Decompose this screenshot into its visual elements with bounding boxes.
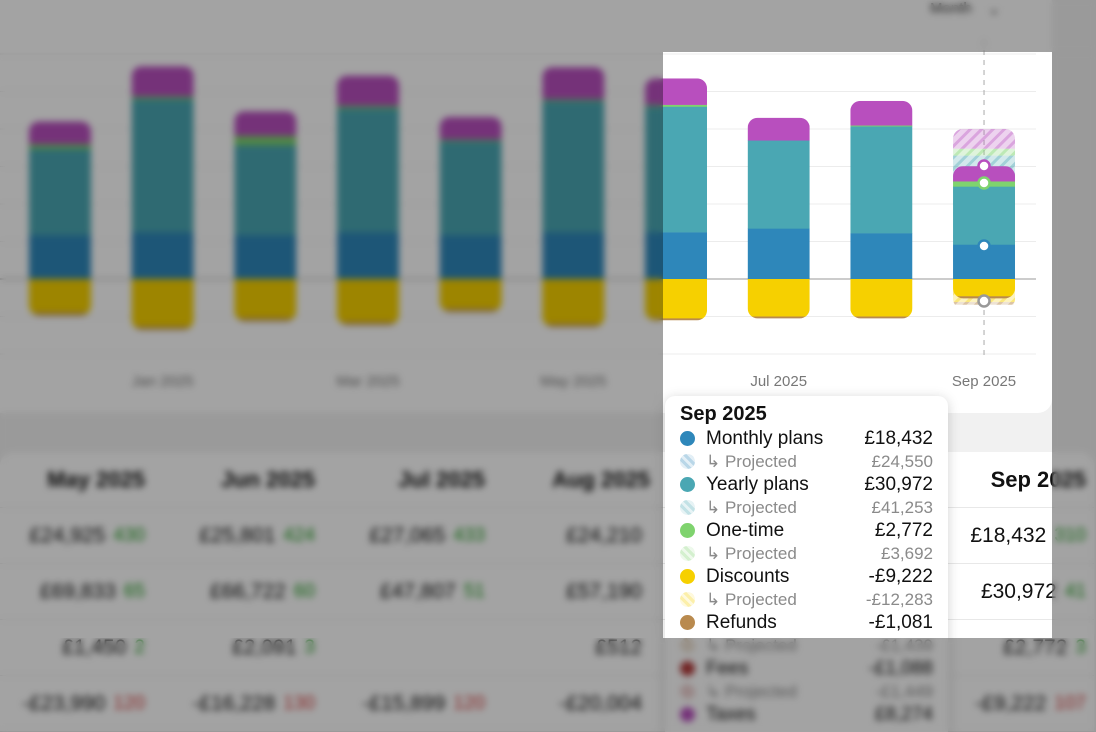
x-tick-label: Sep 2025 <box>952 373 1016 390</box>
legend-dot-icon <box>680 523 695 538</box>
bar-segment-taxes[interactable] <box>747 117 810 141</box>
series-value: £2,772 <box>874 520 933 541</box>
hover-point <box>977 294 991 308</box>
bar-segment-discounts[interactable] <box>953 279 1016 297</box>
dim-overlay-top <box>0 0 1096 52</box>
series-label: Refunds <box>706 612 777 633</box>
tooltip-projected-row: ↳ Projected £41,253 <box>680 496 933 519</box>
projected-segment-onetime[interactable] <box>953 148 1016 156</box>
bar-segment-discounts[interactable] <box>747 279 810 317</box>
bar-segment-refunds[interactable] <box>850 316 913 319</box>
dim-overlay-left <box>0 52 663 638</box>
bar-segment-taxes[interactable] <box>953 166 1016 182</box>
projected-value: £24,550 <box>871 452 933 471</box>
tooltip-row-yearly: Yearly plans £30,972 <box>680 473 933 496</box>
series-value: £18,432 <box>864 428 933 449</box>
cell-value: £30,972 <box>980 580 1057 603</box>
series-value: -£9,222 <box>868 566 933 587</box>
tooltip-row-onetime: One-time £2,772 <box>680 519 933 542</box>
bar-jul-2025[interactable] <box>747 117 810 319</box>
series-value: £30,972 <box>864 474 933 495</box>
series-label: Discounts <box>706 566 790 587</box>
tooltip-projected-row: ↳ Projected £3,692 <box>680 542 933 565</box>
dim-overlay-right <box>1052 52 1096 638</box>
series-label: One-time <box>706 520 785 541</box>
legend-dot-icon <box>680 477 695 492</box>
projected-label: ↳ Projected <box>706 498 797 517</box>
projected-value: £3,692 <box>881 544 933 563</box>
legend-dot-icon <box>680 569 695 584</box>
projected-segment-taxes[interactable] <box>953 128 1016 149</box>
legend-dot-icon <box>680 431 695 446</box>
bar-segment-yearly[interactable] <box>953 186 1016 245</box>
legend-dot-icon <box>680 615 695 630</box>
hatched-dot-icon <box>680 546 695 561</box>
tooltip-title: Sep 2025 <box>680 403 767 425</box>
projected-label: ↳ Projected <box>706 452 797 471</box>
bar-segment-refunds[interactable] <box>747 316 810 319</box>
projected-label: ↳ Projected <box>706 590 797 609</box>
bar-segment-onetime[interactable] <box>850 125 913 127</box>
bar-segment-refunds[interactable] <box>645 318 708 321</box>
bar-segment-taxes[interactable] <box>850 100 913 126</box>
bar-segment-yearly[interactable] <box>747 140 810 229</box>
series-value: -£1,081 <box>868 612 933 633</box>
tooltip-projected-row: ↳ Projected £24,550 <box>680 450 933 473</box>
projected-value: £41,253 <box>871 498 933 517</box>
dim-overlay-bottom <box>0 638 1096 732</box>
tooltip-row-refunds: Refunds -£1,081 <box>680 611 933 634</box>
tooltip-row-discounts: Discounts -£9,222 <box>680 565 933 588</box>
projected-label: ↳ Projected <box>706 544 797 563</box>
hover-point <box>977 159 991 173</box>
hatched-dot-icon <box>680 500 695 515</box>
hover-point <box>977 239 991 253</box>
projected-value: -£12,283 <box>865 590 933 609</box>
bar-segment-monthly[interactable] <box>747 228 810 280</box>
tooltip-projected-row: ↳ Projected -£12,283 <box>680 588 933 611</box>
bar-segment-yearly[interactable] <box>850 126 913 234</box>
series-label: Monthly plans <box>706 428 824 449</box>
series-label: Yearly plans <box>706 474 809 495</box>
x-tick-label: Jul 2025 <box>750 373 807 390</box>
bar-segment-onetime[interactable] <box>645 104 708 107</box>
hover-point <box>977 176 991 190</box>
tooltip-row-monthly: Monthly plans £18,432 <box>680 427 933 450</box>
bar-aug-2025[interactable] <box>850 100 913 319</box>
hatched-dot-icon <box>680 592 695 607</box>
bar-segment-monthly[interactable] <box>850 233 913 280</box>
bar-segment-discounts[interactable] <box>850 279 913 317</box>
cell-value: £18,432 <box>970 524 1047 547</box>
hatched-dot-icon <box>680 454 695 469</box>
